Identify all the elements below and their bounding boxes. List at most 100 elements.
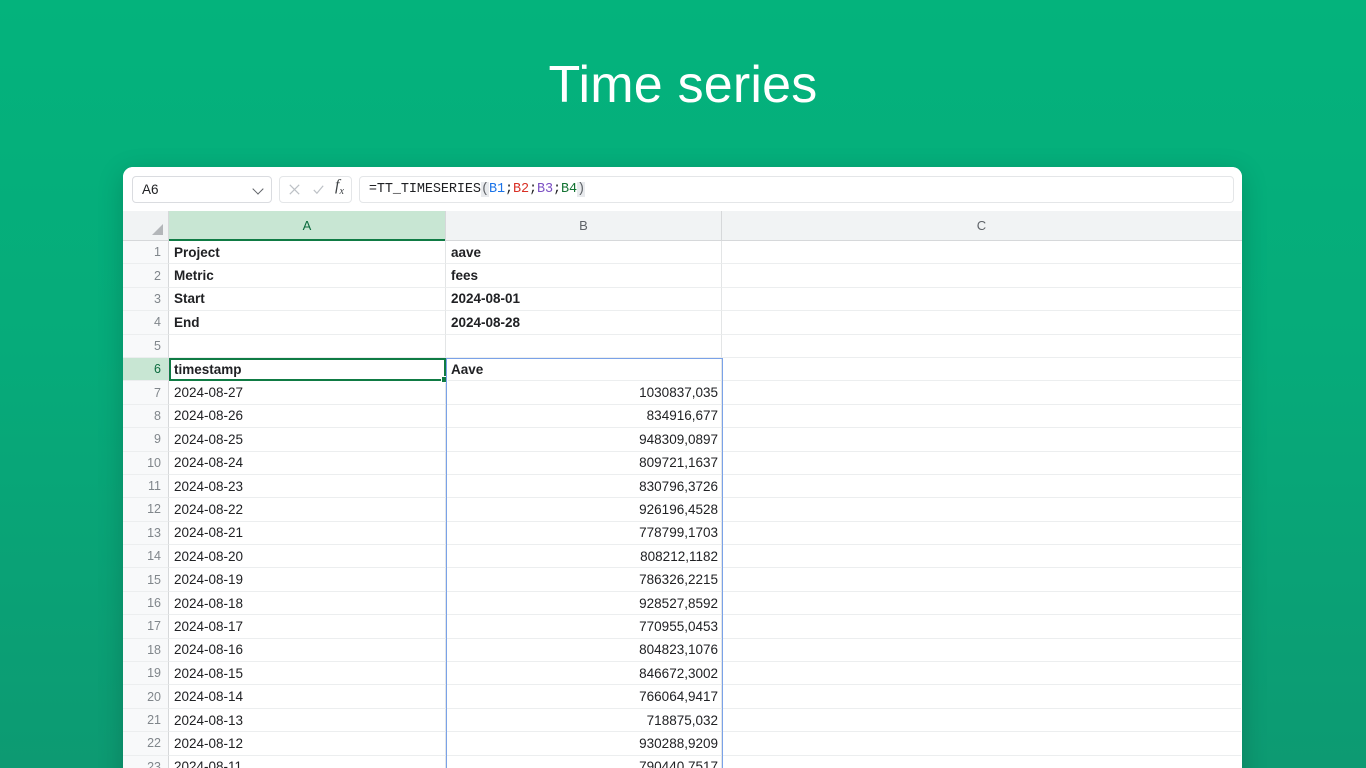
row-header-9[interactable]: 9 [123, 428, 169, 452]
cell-c18[interactable] [722, 638, 1241, 663]
cell-a21[interactable]: 2024-08-13 [169, 708, 446, 733]
table-row[interactable]: 20 2024-08-14 766064,9417 [123, 685, 1242, 709]
row-header-16[interactable]: 16 [123, 591, 169, 616]
cell-c13[interactable] [722, 521, 1241, 546]
cell-b4[interactable]: 2024-08-28 [446, 311, 722, 335]
cell-c23[interactable] [722, 755, 1241, 768]
cell-a19[interactable]: 2024-08-15 [169, 662, 446, 686]
check-icon[interactable] [311, 182, 326, 197]
row-header-18[interactable]: 18 [123, 638, 169, 663]
cell-c16[interactable] [722, 591, 1241, 616]
cell-c1[interactable] [722, 241, 1241, 265]
cell-a23[interactable]: 2024-08-11 [169, 755, 446, 768]
cell-a22[interactable]: 2024-08-12 [169, 732, 446, 756]
column-header-c[interactable]: C [976, 218, 987, 233]
table-row[interactable]: 6 timestamp Aave [123, 357, 1242, 382]
cell-c4[interactable] [722, 311, 1241, 335]
table-row[interactable]: 21 2024-08-13 718875,032 [123, 708, 1242, 733]
table-row[interactable]: 16 2024-08-18 928527,8592 [123, 591, 1242, 616]
cell-c12[interactable] [722, 498, 1241, 522]
table-row[interactable]: 13 2024-08-21 778799,1703 [123, 521, 1242, 546]
cell-c20[interactable] [722, 685, 1241, 709]
cell-c11[interactable] [722, 474, 1241, 499]
row-header-20[interactable]: 20 [123, 685, 169, 709]
cell-a6[interactable]: timestamp [169, 357, 446, 382]
cell-a2[interactable]: Metric [169, 264, 446, 288]
row-header-23[interactable]: 23 [123, 755, 169, 768]
table-row[interactable]: 8 2024-08-26 834916,677 [123, 404, 1242, 429]
cell-a11[interactable]: 2024-08-23 [169, 474, 446, 499]
row-header-8[interactable]: 8 [123, 404, 169, 429]
table-row[interactable]: 18 2024-08-16 804823,1076 [123, 638, 1242, 663]
cell-a4[interactable]: End [169, 311, 446, 335]
row-header-13[interactable]: 13 [123, 521, 169, 546]
chevron-down-icon[interactable] [253, 183, 265, 195]
table-row[interactable]: 22 2024-08-12 930288,9209 [123, 732, 1242, 756]
cell-a15[interactable]: 2024-08-19 [169, 568, 446, 592]
table-row[interactable]: 17 2024-08-17 770955,0453 [123, 615, 1242, 639]
cell-b3[interactable]: 2024-08-01 [446, 287, 722, 312]
cell-c14[interactable] [722, 545, 1241, 569]
row-header-3[interactable]: 3 [123, 287, 169, 312]
name-box[interactable]: A6 [132, 175, 272, 203]
cell-a20[interactable]: 2024-08-14 [169, 685, 446, 709]
table-row[interactable]: 2 Metric fees [123, 264, 1242, 288]
cell-b20[interactable]: 766064,9417 [446, 685, 722, 709]
table-row[interactable]: 1 Project aave [123, 241, 1242, 265]
cell-b5[interactable] [446, 334, 722, 358]
cell-c10[interactable] [722, 451, 1241, 475]
fx-icon[interactable]: fx [335, 177, 344, 198]
cell-b18[interactable]: 804823,1076 [446, 638, 722, 663]
cell-c3[interactable] [722, 287, 1241, 312]
cell-b7[interactable]: 1030837,035 [446, 381, 722, 405]
row-header-12[interactable]: 12 [123, 498, 169, 522]
cell-a13[interactable]: 2024-08-21 [169, 521, 446, 546]
row-header-17[interactable]: 17 [123, 615, 169, 639]
cell-c21[interactable] [722, 708, 1241, 733]
table-row[interactable]: 23 2024-08-11 790440,7517 [123, 755, 1242, 768]
cell-b16[interactable]: 928527,8592 [446, 591, 722, 616]
cell-b22[interactable]: 930288,9209 [446, 732, 722, 756]
cell-b8[interactable]: 834916,677 [446, 404, 722, 429]
cell-b14[interactable]: 808212,1182 [446, 545, 722, 569]
cell-a9[interactable]: 2024-08-25 [169, 428, 446, 452]
row-header-2[interactable]: 2 [123, 264, 169, 288]
cell-a16[interactable]: 2024-08-18 [169, 591, 446, 616]
cell-b23[interactable]: 790440,7517 [446, 755, 722, 768]
cell-c15[interactable] [722, 568, 1241, 592]
cell-c6[interactable] [722, 357, 1241, 382]
row-header-7[interactable]: 7 [123, 381, 169, 405]
row-header-14[interactable]: 14 [123, 545, 169, 569]
table-row[interactable]: 14 2024-08-20 808212,1182 [123, 545, 1242, 569]
row-header-6[interactable]: 6 [123, 357, 169, 382]
table-row[interactable]: 15 2024-08-19 786326,2215 [123, 568, 1242, 592]
cell-b21[interactable]: 718875,032 [446, 708, 722, 733]
table-row[interactable]: 9 2024-08-25 948309,0897 [123, 428, 1242, 452]
x-icon[interactable] [287, 182, 302, 197]
select-all-corner[interactable] [123, 211, 169, 240]
table-row[interactable]: 7 2024-08-27 1030837,035 [123, 381, 1242, 405]
cell-c22[interactable] [722, 732, 1241, 756]
table-row[interactable]: 3 Start 2024-08-01 [123, 287, 1242, 312]
cell-a18[interactable]: 2024-08-16 [169, 638, 446, 663]
cell-c9[interactable] [722, 428, 1241, 452]
row-header-5[interactable]: 5 [123, 334, 169, 358]
cell-a8[interactable]: 2024-08-26 [169, 404, 446, 429]
cell-b15[interactable]: 786326,2215 [446, 568, 722, 592]
cell-a14[interactable]: 2024-08-20 [169, 545, 446, 569]
formula-input[interactable]: =TT_TIMESERIES(B1; B2; B3; B4) [358, 175, 1234, 203]
cell-b10[interactable]: 809721,1637 [446, 451, 722, 475]
row-header-1[interactable]: 1 [123, 241, 169, 265]
cell-a17[interactable]: 2024-08-17 [169, 615, 446, 639]
row-header-4[interactable]: 4 [123, 311, 169, 335]
cell-c5[interactable] [722, 334, 1241, 358]
cell-b13[interactable]: 778799,1703 [446, 521, 722, 546]
table-row[interactable]: 4 End 2024-08-28 [123, 311, 1242, 335]
table-row[interactable]: 11 2024-08-23 830796,3726 [123, 474, 1242, 499]
cell-b1[interactable]: aave [446, 241, 722, 265]
table-row[interactable]: 10 2024-08-24 809721,1637 [123, 451, 1242, 475]
cell-c17[interactable] [722, 615, 1241, 639]
column-header-a[interactable]: A [169, 211, 446, 241]
cell-a10[interactable]: 2024-08-24 [169, 451, 446, 475]
row-header-21[interactable]: 21 [123, 708, 169, 733]
